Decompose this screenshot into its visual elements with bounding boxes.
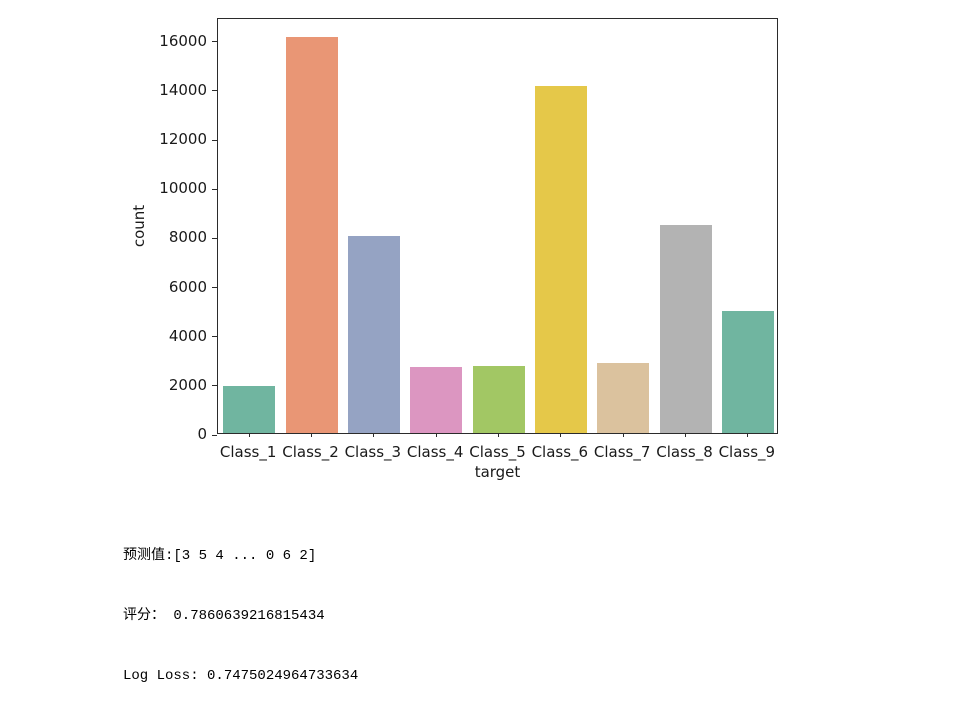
x-tick-label-class_9: Class_9 [718,443,776,461]
x-tick-label-class_3: Class_3 [344,443,402,461]
y-tick-label-12000: 12000 [159,130,207,149]
bar-class_4 [410,366,463,433]
console-line-logloss: Log Loss: 0.7475024964733634 [123,668,359,684]
bar-class_1 [223,385,276,433]
console-output: 预测值:[3 5 4 ... 0 6 2] 评分： 0.786063921681… [123,506,358,726]
x-tick-label-class_4: Class_4 [406,443,464,461]
bar-class_9 [721,311,774,433]
x-tick-mark [622,433,624,437]
x-tick-label-class_7: Class_7 [593,443,651,461]
console-line-score: 评分： 0.7860639216815434 [123,608,325,624]
y-tick-mark [212,41,217,43]
y-tick-mark [212,287,217,289]
y-tick-mark [212,139,217,141]
console-line-prediction: 预测值:[3 5 4 ... 0 6 2] [123,548,317,564]
y-tick-mark [212,385,217,387]
bar-class_3 [347,236,400,433]
y-tick-label-10000: 10000 [159,179,207,198]
x-tick-label-class_5: Class_5 [469,443,526,461]
x-tick-mark [373,433,375,437]
x-tick-mark [685,433,686,437]
y-tick-label-14000: 14000 [159,80,207,99]
bar-class_2 [285,36,338,433]
x-tick-mark [435,433,437,437]
bar-class_7 [597,363,650,433]
x-tick-label-class_1: Class_1 [219,443,277,461]
bar-class_8 [659,225,712,433]
plot-area [212,18,778,437]
y-tick-mark [212,336,217,338]
x-tick-label-class_2: Class_2 [282,443,339,461]
x-tick-mark [560,433,562,437]
x-tick-mark [311,433,312,437]
y-tick-mark [212,188,217,190]
y-tick-label-0: 0 [197,425,207,443]
y-tick-mark [212,90,217,92]
x-axis-label: target [474,463,521,481]
y-tick-label-6000: 6000 [168,277,207,296]
bar-class_6 [534,85,587,433]
y-tick-mark [212,434,217,436]
y-tick-label-2000: 2000 [168,375,207,394]
y-axis-label: count [130,204,148,248]
x-tick-label-class_8: Class_8 [656,443,713,461]
x-tick-mark [498,433,499,437]
y-tick-label-4000: 4000 [168,326,207,345]
figure-canvas: 0 2000 4000 6000 8000 10000 12000 14000 16000 Cl… [123,18,778,684]
x-tick-label-class_6: Class_6 [531,443,589,461]
x-tick-mark [248,433,250,437]
y-tick-mark [212,237,217,239]
bar-class_5 [472,365,525,433]
y-tick-label-16000: 16000 [159,31,207,50]
x-tick-mark [747,433,749,437]
y-tick-label-8000: 8000 [168,228,207,247]
